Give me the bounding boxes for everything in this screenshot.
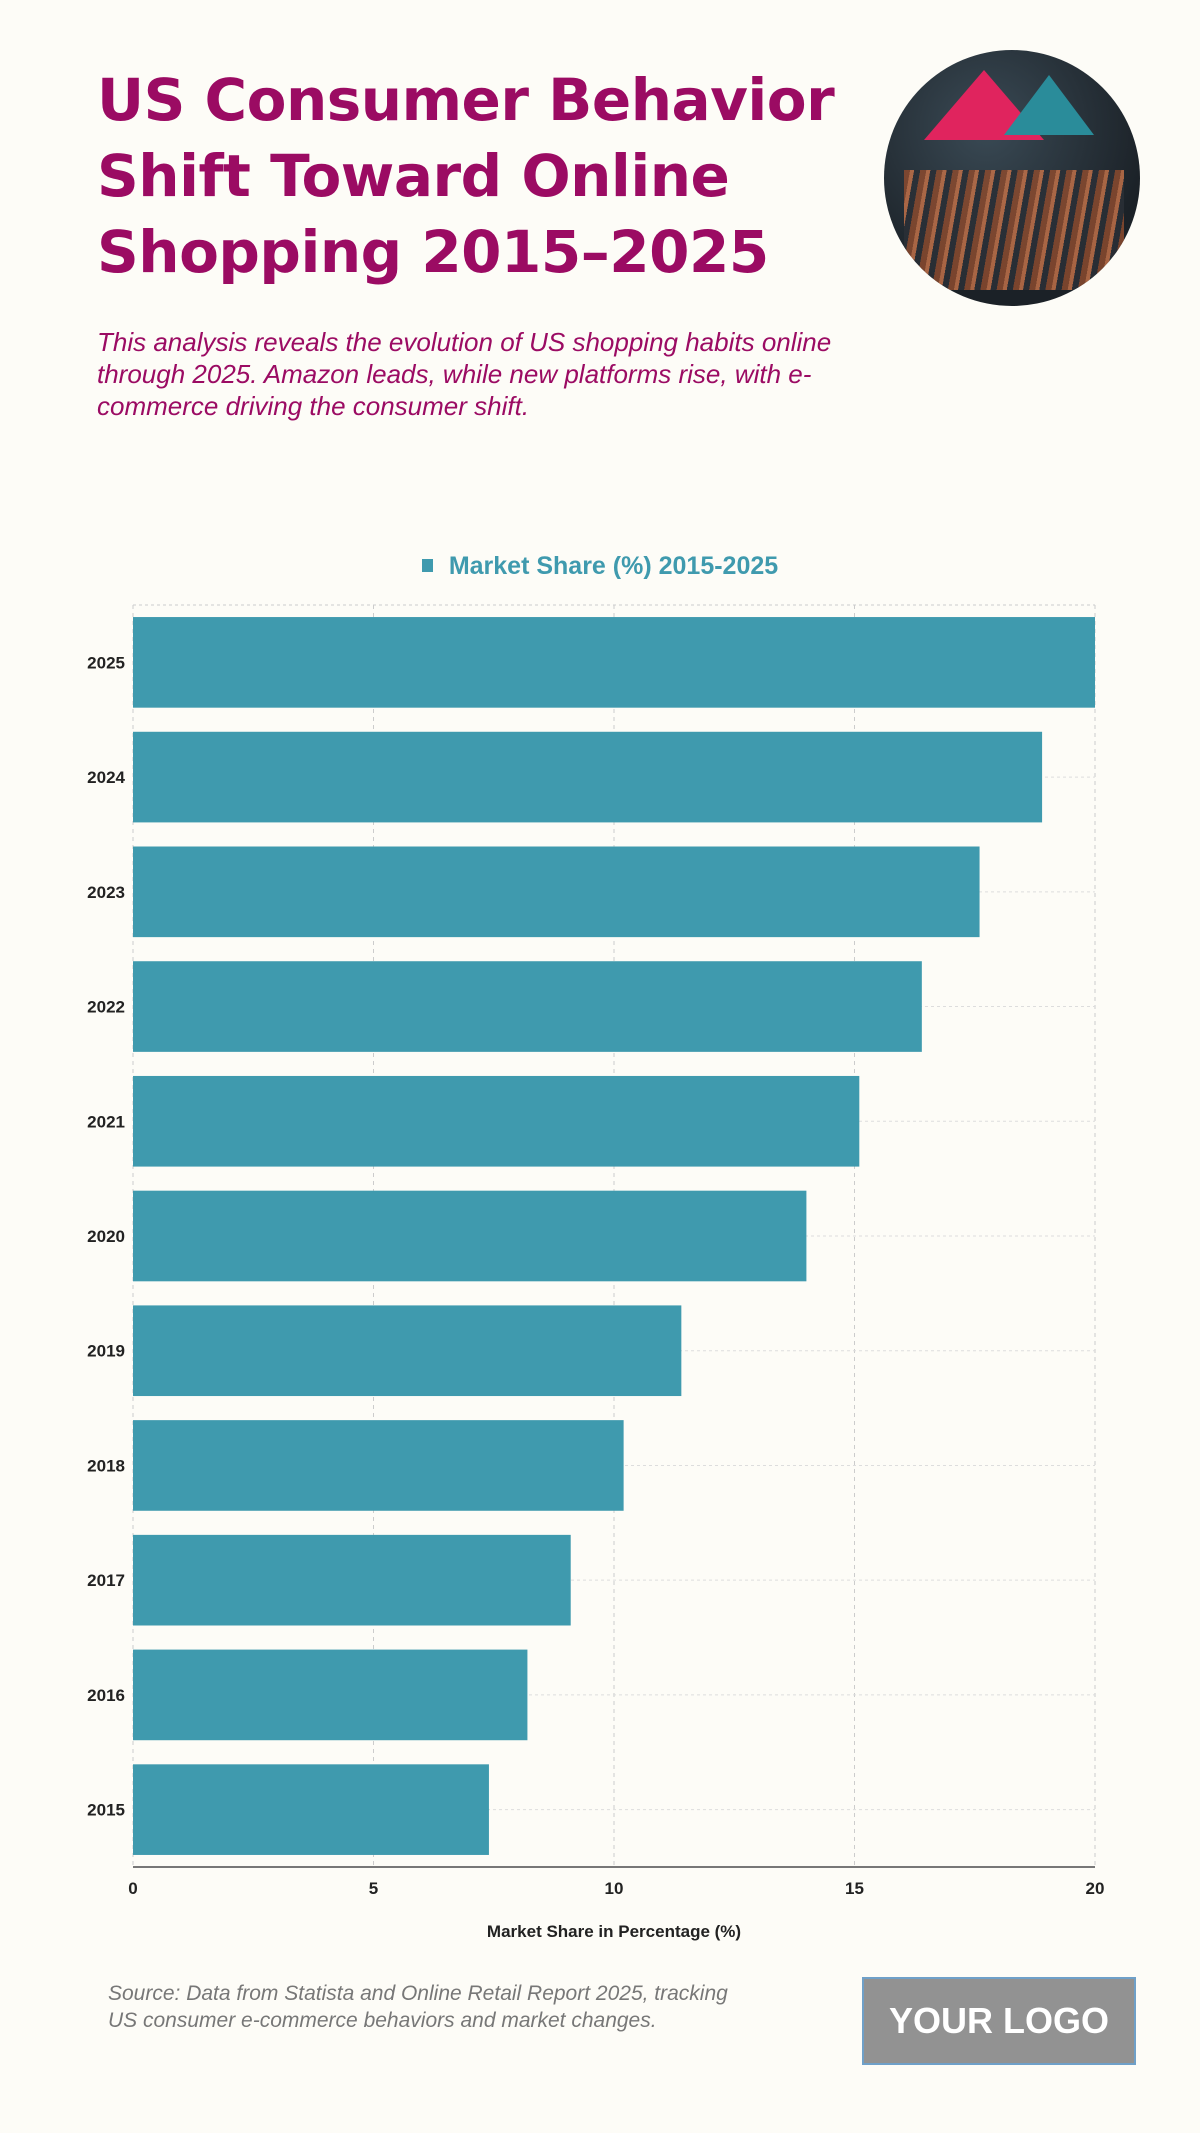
x-tick-label: 5 xyxy=(369,1879,378,1898)
x-tick-label: 20 xyxy=(1086,1879,1105,1898)
x-axis-title: Market Share in Percentage (%) xyxy=(487,1922,741,1941)
y-tick-label: 2021 xyxy=(87,1112,125,1131)
y-tick-label: 2019 xyxy=(87,1342,125,1361)
bar-2022 xyxy=(133,961,922,1052)
y-tick-label: 2015 xyxy=(87,1801,125,1820)
bar-2021 xyxy=(133,1075,860,1167)
legend-label: Market Share (%) 2015-2025 xyxy=(448,552,779,580)
bar-2019 xyxy=(133,1305,682,1397)
y-tick-label: 2017 xyxy=(87,1571,125,1590)
y-tick-label: 2022 xyxy=(87,998,125,1017)
y-tick-label: 2020 xyxy=(87,1227,125,1246)
bar-2023 xyxy=(133,846,980,938)
bar-2025 xyxy=(133,617,1095,708)
y-tick-label: 2024 xyxy=(87,768,125,787)
x-tick-label: 0 xyxy=(128,1879,137,1898)
y-tick-label: 2016 xyxy=(87,1686,125,1705)
page-title: US Consumer Behavior Shift Toward Online… xyxy=(97,66,835,286)
bar-2016 xyxy=(133,1649,528,1741)
y-tick-label: 2023 xyxy=(87,883,125,902)
bar-2020 xyxy=(133,1190,807,1282)
bar-2024 xyxy=(133,731,1043,823)
y-tick-label: 2025 xyxy=(87,653,125,672)
shopping-photo xyxy=(884,50,1140,306)
x-tick-label: 10 xyxy=(605,1879,624,1898)
x-tick-label: 15 xyxy=(845,1879,864,1898)
bar-2017 xyxy=(133,1534,571,1626)
chart-legend: Market Share (%) 2015-2025 xyxy=(0,552,1200,581)
bar-2015 xyxy=(133,1764,489,1855)
source-note: Source: Data from Statista and Online Re… xyxy=(108,1982,728,2032)
logo-placeholder: YOUR LOGO xyxy=(862,1977,1136,2065)
legend-swatch-icon xyxy=(421,559,433,572)
bar-2018 xyxy=(133,1420,624,1511)
page-subtitle: This analysis reveals the evolution of U… xyxy=(97,327,832,421)
y-tick-label: 2018 xyxy=(87,1456,125,1475)
